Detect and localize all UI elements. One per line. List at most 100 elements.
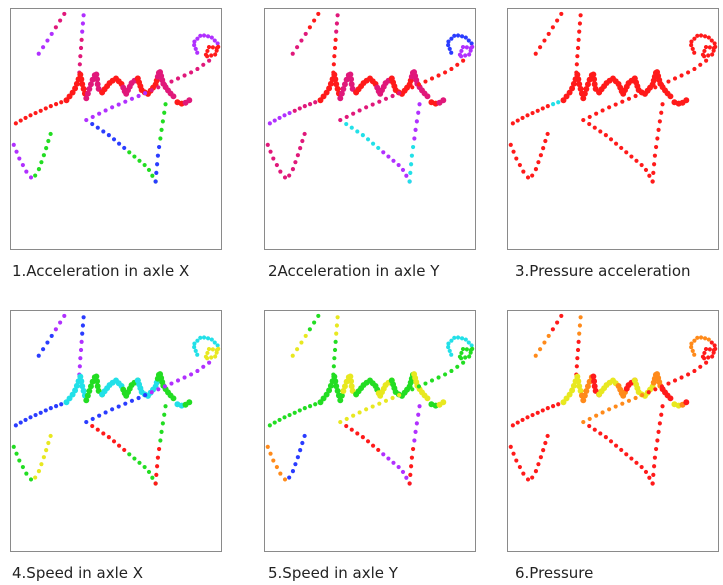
top-stroke-b-dot — [332, 45, 338, 51]
left-loop-dot — [302, 131, 307, 137]
mid-diagonal-dot — [377, 401, 382, 406]
top-stroke-b-dot — [334, 29, 339, 34]
top-loop-dot — [198, 33, 203, 38]
lower-line-dot — [592, 125, 597, 130]
letter-m-dot — [89, 76, 96, 83]
top-loop-dot — [459, 34, 465, 39]
right-arm-dot — [159, 127, 164, 132]
mid-diagonal-dot — [156, 85, 161, 90]
letter-m-dot — [576, 81, 583, 88]
left-loop-dot — [33, 475, 38, 480]
top-loop-dot — [692, 338, 697, 343]
lower-line-dot — [95, 125, 100, 130]
top-stroke-a-dot — [45, 340, 50, 345]
left-loop-dot — [39, 462, 44, 467]
top-loop-dot — [212, 340, 217, 345]
lower-line-dot — [142, 464, 147, 470]
top-loop-dot — [712, 343, 717, 348]
mid-diagonal-dot — [646, 390, 651, 395]
top-loop-dot — [192, 43, 197, 48]
mid-diagonal-dot — [338, 420, 343, 425]
left-loop-dot — [271, 458, 276, 463]
left-tail-dot — [43, 408, 48, 413]
letter-m-dot — [577, 85, 584, 92]
left-tail-dot — [267, 423, 272, 428]
mid-diagonal-dot — [600, 410, 605, 415]
top-loop-dot — [201, 33, 207, 38]
letter-u-dot — [424, 395, 431, 402]
mid-diagonal-dot — [189, 372, 194, 377]
letter-m-dot — [583, 86, 590, 92]
letter-m-dot — [581, 90, 588, 97]
top-loop-dot — [459, 336, 465, 341]
signature-plot-3 — [508, 11, 718, 184]
left-loop-dot — [44, 448, 49, 453]
top-stroke-a-dot — [62, 313, 67, 318]
letter-m-dot — [331, 71, 338, 78]
lower-line-dot — [365, 439, 371, 444]
top-loop-dot — [209, 355, 214, 360]
letter-m-dot — [87, 81, 94, 88]
top-loop-dot — [210, 347, 215, 352]
letter-m-dot — [348, 383, 355, 390]
mid-diagonal-dot — [692, 368, 697, 374]
lower-line-dot — [116, 141, 122, 146]
mid-diagonal-dot — [351, 413, 356, 418]
mid-diagonal-dot — [383, 96, 389, 101]
right-dash-dot — [186, 399, 193, 406]
left-loop-dot — [282, 175, 288, 180]
letter-u-dot — [424, 93, 431, 100]
top-loop-dot — [466, 38, 471, 43]
top-loop-dot — [460, 347, 466, 352]
top-loop-dot — [466, 340, 471, 345]
letter-m-dot — [341, 81, 348, 88]
mid-diagonal-dot — [123, 401, 128, 406]
mid-diagonal-dot — [136, 93, 141, 99]
top-stroke-a-dot — [555, 18, 560, 23]
top-stroke-b-dot — [335, 13, 340, 18]
top-loop-dot — [700, 52, 706, 57]
top-stroke-a-dot — [303, 31, 308, 36]
mid-diagonal-dot — [455, 364, 460, 369]
right-arm-dot — [657, 421, 662, 426]
mid-diagonal-dot — [666, 381, 671, 386]
left-tail-dot — [307, 404, 313, 409]
left-tail-dot — [510, 423, 515, 428]
left-tail-dot — [510, 121, 515, 126]
mid-diagonal-dot — [436, 73, 441, 78]
mid-diagonal-dot — [110, 105, 115, 110]
lower-line-dot — [386, 154, 391, 159]
left-loop-dot — [48, 131, 53, 137]
right-arm-dot — [417, 404, 422, 409]
top-loop-dot — [707, 45, 712, 50]
mid-diagonal-dot — [679, 73, 684, 78]
letter-m-dot — [332, 76, 339, 83]
mid-diagonal-dot — [594, 413, 599, 418]
top-stroke-a-dot — [316, 11, 321, 16]
left-tail-dot — [59, 402, 64, 407]
left-tail-dot — [23, 115, 28, 120]
right-arm-dot — [155, 153, 160, 158]
mid-diagonal-dot — [620, 401, 625, 406]
right-dash-dot — [683, 399, 690, 406]
mid-diagonal-dot — [607, 407, 612, 412]
mid-diagonal-dot — [581, 420, 586, 425]
lower-line-dot — [146, 167, 152, 172]
letter-m-dot — [584, 383, 591, 390]
left-loop-dot — [508, 142, 513, 147]
letter-m-dot — [590, 373, 597, 380]
top-loop-dot — [689, 39, 694, 44]
top-loop-dot — [463, 35, 468, 40]
top-loop-dot — [709, 38, 714, 43]
left-tail-dot — [277, 417, 282, 422]
letter-m-dot — [93, 71, 100, 78]
left-tail-dot — [520, 115, 525, 120]
mid-diagonal-dot — [594, 111, 599, 116]
top-loop-dot — [690, 348, 695, 353]
mid-diagonal-dot — [423, 79, 428, 84]
top-stroke-b-dot — [333, 339, 338, 344]
top-loop-dot — [463, 337, 468, 342]
top-loop-dot — [449, 36, 454, 41]
top-loop-dot — [702, 34, 708, 39]
plot-frame-3 — [507, 8, 719, 250]
